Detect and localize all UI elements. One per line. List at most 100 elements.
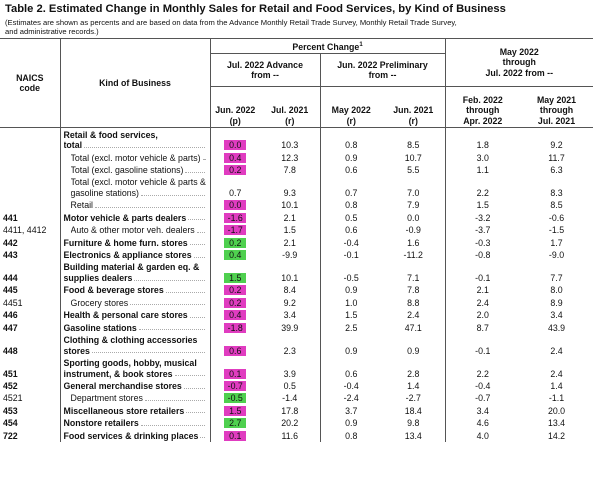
value-cell: 2.1 (260, 212, 320, 224)
label-line: General merchandise stores (64, 381, 207, 392)
kind-of-business: Electronics & appliance stores (59, 248, 210, 262)
kind-of-business: Sporting goods, hobby, musical instrument… (59, 356, 210, 380)
value: 1.5 (283, 225, 296, 236)
group-header-line: Jun. 2022 Preliminary (337, 59, 428, 70)
label-line: Auto & other motor veh. dealers (71, 225, 207, 236)
label-line: stores (64, 346, 207, 357)
value-cell: -1.7 (209, 223, 260, 237)
naics-code (0, 199, 60, 211)
value: 0.6 (345, 368, 358, 379)
value-cell: 1.1 (444, 163, 521, 177)
value-cell: 0.6 (319, 223, 382, 237)
highlighted-value: 0.6 (224, 345, 247, 356)
value: 0.0 (407, 212, 420, 223)
value: 20.2 (281, 418, 299, 429)
value-cell: 1.5 (319, 308, 382, 322)
column-header-line: Jul. 2021 (537, 115, 576, 126)
value: 14.2 (547, 430, 566, 441)
value-cell: 0.0 (382, 212, 445, 224)
label-text: General merchandise stores (63, 380, 182, 391)
value-cell: 1.5 (209, 404, 260, 417)
value-cell: 20.0 (520, 404, 593, 416)
column-header-line: (p) (229, 115, 241, 126)
value-cell: 3.4 (520, 309, 593, 321)
table-title: Table 2. Estimated Change in Monthly Sal… (5, 3, 506, 15)
label-line: Department stores (71, 393, 207, 404)
value: 1.4 (407, 380, 420, 391)
label-text: stores (63, 345, 90, 356)
value-cell: 0.2 (209, 296, 260, 309)
label-line: Total (excl. gasoline stations) (71, 165, 207, 176)
highlighted-value: 0.0 (224, 200, 247, 211)
naics-code: 444 (3, 273, 18, 284)
table-row: 452 General merchandise stores -0.7 0.5 -0.4… (0, 379, 593, 393)
group-header-line: Jul. 2022 Advance (227, 59, 303, 70)
table-row: Retail & food services, total 0.0 10.3 0.8 8.… (0, 127, 593, 152)
value: 43.9 (547, 322, 566, 333)
naics-code (0, 164, 60, 176)
value-cell: -0.5 (209, 392, 260, 405)
kind-of-business: Motor vehicle & parts dealers (59, 211, 210, 224)
leader-dots (140, 418, 205, 426)
group-header-line: from -- (368, 70, 397, 81)
value-cell: -9.0 (520, 249, 593, 261)
value: 1.1 (476, 165, 489, 176)
leader-dots (165, 285, 205, 293)
value-cell: 2.2 (444, 176, 521, 200)
value-cell: 8.4 (260, 284, 320, 296)
label-line: Retail & food services, (64, 130, 207, 141)
naics-code (0, 176, 60, 199)
value: 3.7 (345, 405, 358, 416)
value: 1.6 (407, 237, 420, 248)
value-cell: -3.2 (444, 211, 521, 224)
value-cell: 13.4 (520, 417, 593, 429)
value-cell: 9.2 (260, 297, 320, 309)
naics-code: 448 (3, 345, 18, 356)
label-text: Total (excl. motor vehicle & parts & (70, 177, 206, 188)
value: 4.0 (476, 430, 489, 441)
value-cell: -9.9 (260, 249, 320, 261)
value-cell: 2.0 (444, 308, 521, 322)
label-text: Nonstore retailers (63, 418, 139, 429)
value-cell: 0.7 (209, 176, 260, 200)
value-cell: 17.8 (260, 404, 320, 416)
value: -1.5 (548, 225, 565, 236)
value: 0.9 (345, 345, 358, 356)
value-cell: 14.2 (520, 429, 593, 441)
value-cell: -0.4 (444, 379, 521, 393)
value: 13.4 (547, 418, 566, 429)
naics-code (0, 128, 60, 151)
column-header: Jun. 2021 (r) (382, 86, 446, 129)
value-cell: 10.7 (382, 151, 445, 163)
table-head: NAICS code Kind of Business Percent Change1… (0, 37, 593, 129)
value: 2.4 (550, 368, 563, 379)
value: 20.0 (547, 405, 566, 416)
value-cell: 1.8 (444, 127, 521, 152)
table-row: 4451 Grocery stores 0.2 9.2 1.0 8.8 2.4 8.9 (0, 296, 593, 309)
value-cell: 2.4 (520, 357, 593, 380)
value: 8.9 (550, 297, 563, 308)
value-cell: 10.1 (260, 199, 320, 211)
naics-code: 445 (3, 285, 18, 296)
value: -0.6 (548, 212, 565, 223)
value: 7.1 (407, 273, 420, 284)
label-text: instrument, & book stores (63, 368, 173, 379)
value-cell: 9.8 (382, 417, 445, 429)
label-line: Nonstore retailers (64, 418, 207, 429)
value-cell: -0.7 (444, 392, 521, 405)
label-line: gasoline stations) (71, 188, 207, 199)
value-cell: 2.5 (319, 321, 382, 334)
naics-code: 722 (3, 430, 18, 441)
table-row: 443 Electronics & appliance stores 0.4 -9.9… (0, 248, 593, 262)
value-cell: 7.8 (382, 284, 445, 296)
value-cell: -0.8 (444, 248, 521, 262)
value: 2.4 (407, 310, 420, 321)
naics-code (0, 151, 60, 163)
kind-of-business: Food services & drinking places (59, 429, 210, 442)
value-cell: 0.4 (209, 308, 260, 322)
value: 1.8 (476, 140, 489, 151)
value: 0.9 (345, 418, 358, 429)
value: 8.5 (550, 200, 563, 211)
table-row: Total (excl. gasoline stations) 0.2 7.8 0.6… (0, 163, 593, 177)
value-cell: 0.6 (319, 356, 382, 380)
